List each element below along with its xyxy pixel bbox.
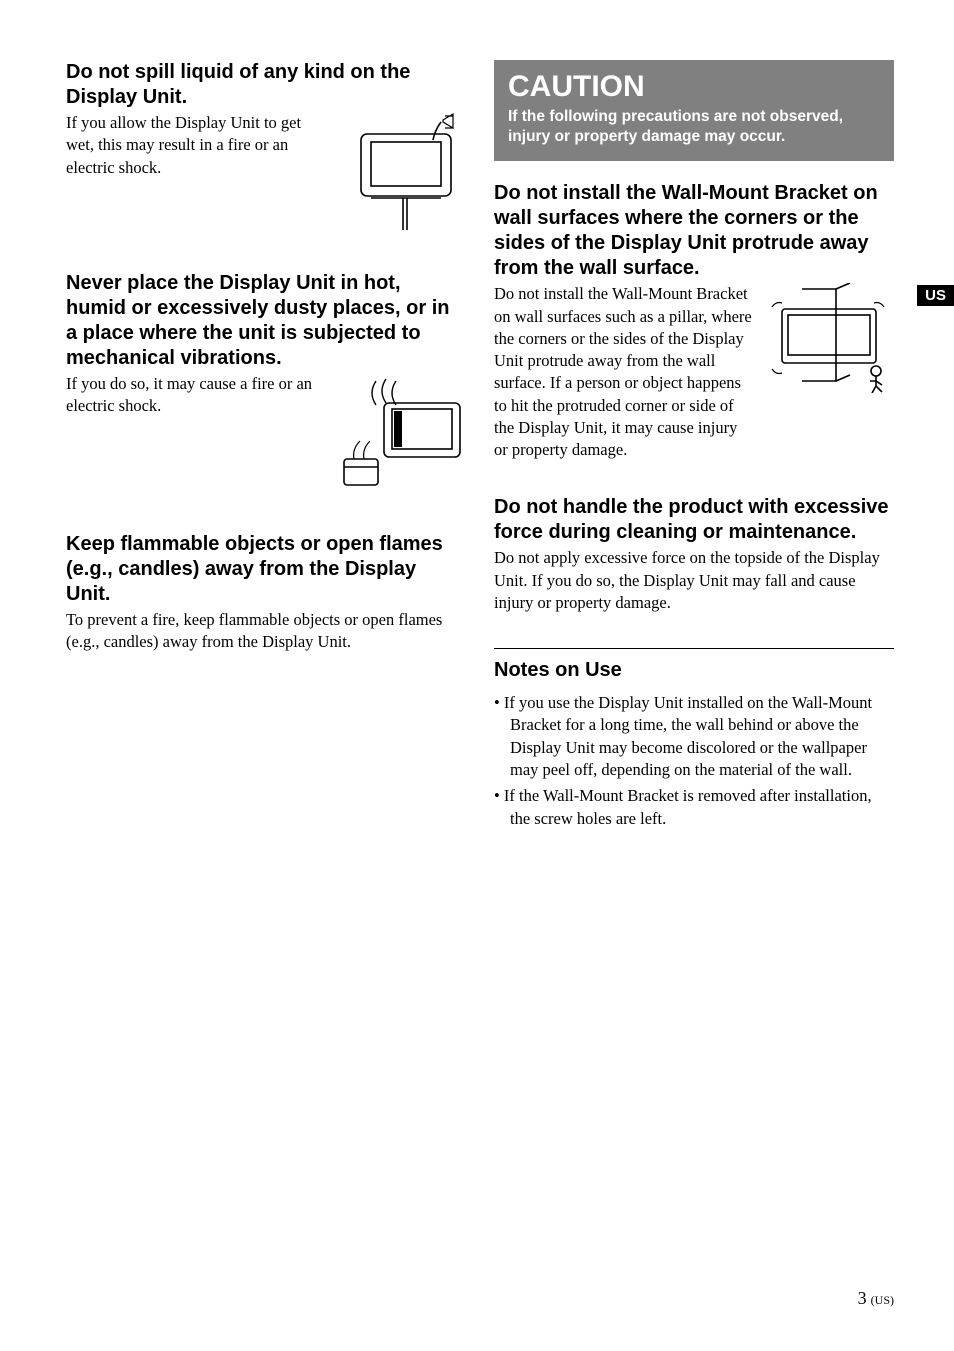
body-text: Do not install the Wall-Mount Bracket on… — [494, 283, 754, 461]
notes-list: If you use the Display Unit installed on… — [494, 692, 894, 830]
body-text: If you do so, it may cause a fire or an … — [66, 373, 326, 498]
page-footer: 3 (US) — [858, 1288, 894, 1309]
heading: Never place the Display Unit in hot, hum… — [66, 271, 466, 371]
heading: Do not handle the product with excessive… — [494, 495, 894, 545]
page-number: 3 — [858, 1288, 867, 1308]
section-environment: Never place the Display Unit in hot, hum… — [66, 271, 466, 498]
section-flammable: Keep flammable objects or open flames (e… — [66, 532, 466, 654]
list-item: If the Wall-Mount Bracket is removed aft… — [494, 785, 894, 830]
heading: Do not install the Wall-Mount Bracket on… — [494, 181, 894, 281]
illustration-wall — [764, 283, 894, 461]
heading: Keep flammable objects or open flames (e… — [66, 532, 466, 607]
caution-subtitle: If the following precautions are not obs… — [508, 107, 880, 147]
illustration-heat — [336, 373, 466, 498]
body-text: To prevent a fire, keep flammable object… — [66, 609, 466, 654]
heading: Do not spill liquid of any kind on the D… — [66, 60, 466, 110]
list-item: If you use the Display Unit installed on… — [494, 692, 894, 781]
body-text: Do not apply excessive force on the tops… — [494, 547, 894, 614]
right-column: CAUTION If the following precautions are… — [494, 60, 894, 864]
notes-heading: Notes on Use — [494, 659, 894, 682]
left-column: Do not spill liquid of any kind on the D… — [66, 60, 466, 864]
section-notes: Notes on Use If you use the Display Unit… — [494, 659, 894, 830]
body-text: If you allow the Display Unit to get wet… — [66, 112, 326, 237]
section-force: Do not handle the product with excessive… — [494, 495, 894, 614]
page-suffix: (US) — [871, 1293, 894, 1307]
caution-title: CAUTION — [508, 70, 880, 103]
divider — [494, 648, 894, 649]
illustration-spill — [336, 112, 466, 237]
page-content: Do not spill liquid of any kind on the D… — [0, 0, 954, 864]
caution-box: CAUTION If the following precautions are… — [494, 60, 894, 161]
section-spill-liquid: Do not spill liquid of any kind on the D… — [66, 60, 466, 237]
section-wall-mount: Do not install the Wall-Mount Bracket on… — [494, 181, 894, 461]
language-tab: US — [917, 285, 954, 306]
